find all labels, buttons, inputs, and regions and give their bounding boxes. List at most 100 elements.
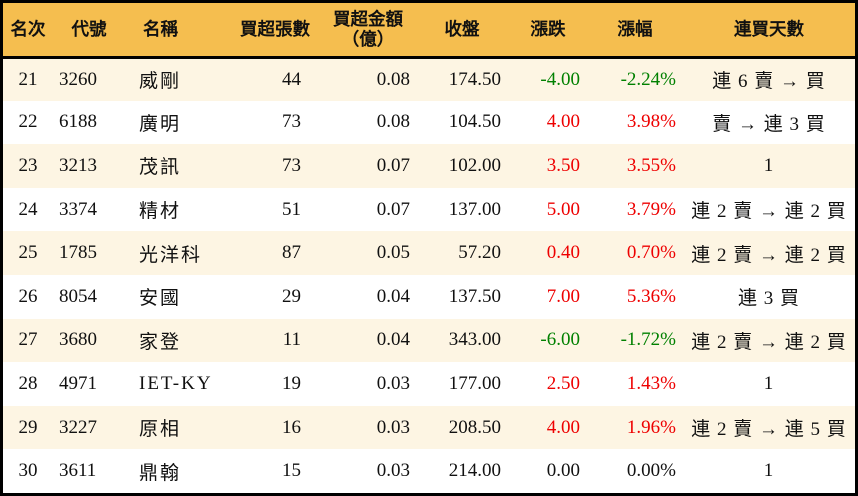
table-row: 26 8054 安國 29 0.04 137.50 7.00 5.36% 連 3 買 (3, 274, 855, 319)
cell-amount: 0.04 (376, 285, 410, 307)
cell-code: 3213 (59, 154, 97, 176)
cell-amount: 0.03 (376, 416, 410, 438)
cell-streak: 1 (763, 460, 775, 482)
cell-close: 208.50 (448, 416, 501, 438)
cell-amount: 0.07 (376, 198, 410, 220)
cell-name: 安國 (139, 288, 182, 310)
cell-change_pct: 3.55% (626, 154, 676, 176)
cell-rank: 22 (18, 111, 38, 133)
cell-change: -6.00 (540, 329, 580, 351)
stock-table: 名次 代號 名稱 買超張數 買超金額 （億） 收盤 漲跌 漲幅 連買天數 21 3260 威剛 44 0… (3, 3, 855, 493)
cell-code: 3374 (59, 198, 97, 220)
cell-change: -4.00 (540, 68, 580, 90)
cell-change: 7.00 (546, 285, 580, 307)
cell-name: 茂訊 (139, 157, 182, 179)
cell-code: 4971 (59, 372, 97, 394)
table-row: 29 3227 原相 16 0.03 208.50 4.00 1.96% 連 2 賣 → 連 5… (3, 405, 855, 450)
cell-shares: 15 (282, 460, 301, 482)
cell-streak: 連 2 賣 → 連 2 買 (691, 331, 847, 353)
cell-change: 0.00 (546, 460, 580, 482)
table-row: 23 3213 茂訊 73 0.07 102.00 3.50 3.55% 1 (3, 144, 855, 188)
column-header-streak: 連買天數 (683, 3, 855, 59)
cell-change_pct: 0.00% (626, 460, 676, 482)
column-header-name: 名稱 (125, 3, 229, 59)
cell-name: 光洋科 (139, 244, 203, 266)
cell-close: 174.50 (448, 68, 501, 90)
table-body: 21 3260 威剛 44 0.08 174.50 -4.00 -2.24% 連 6 賣 → 買… (3, 57, 855, 493)
cell-shares: 51 (282, 198, 301, 220)
cell-close: 102.00 (448, 154, 501, 176)
cell-code: 3260 (59, 68, 97, 90)
cell-change_pct: 3.98% (626, 111, 676, 133)
cell-close: 57.20 (458, 242, 501, 264)
cell-code: 3680 (59, 329, 97, 351)
table-row: 27 3680 家登 11 0.04 343.00 -6.00 -1.72% 連 2 賣 → 連… (3, 318, 855, 363)
cell-shares: 73 (282, 154, 301, 176)
cell-change_pct: 3.79% (626, 198, 676, 220)
column-header-change_pct: 漲幅 (587, 3, 683, 59)
column-header-code: 代號 (53, 3, 125, 59)
cell-streak: 連 2 賣 → 連 5 買 (691, 419, 847, 441)
cell-shares: 16 (282, 416, 301, 438)
cell-close: 343.00 (448, 329, 501, 351)
cell-shares: 29 (282, 285, 301, 307)
cell-shares: 87 (282, 242, 301, 264)
cell-code: 3227 (59, 416, 97, 438)
cell-rank: 24 (18, 198, 38, 220)
cell-name: 原相 (139, 419, 182, 441)
table-row: 21 3260 威剛 44 0.08 174.50 -4.00 -2.24% 連 6 賣 → 買 (3, 57, 855, 101)
cell-code: 6188 (59, 111, 97, 133)
cell-change_pct: 1.96% (626, 416, 676, 438)
table-row: 30 3611 鼎翰 15 0.03 214.00 0.00 0.00% 1 (3, 449, 855, 493)
cell-shares: 19 (282, 372, 301, 394)
table-row: 28 4971 IET-KY 19 0.03 177.00 2.50 1.43% 1 (3, 362, 855, 406)
table-header: 名次 代號 名稱 買超張數 買超金額 （億） 收盤 漲跌 漲幅 連買天數 (3, 3, 855, 59)
cell-change_pct: 1.43% (626, 372, 676, 394)
header-row: 名次 代號 名稱 買超張數 買超金額 （億） 收盤 漲跌 漲幅 連買天數 (3, 3, 855, 59)
cell-code: 1785 (59, 242, 97, 264)
table-row: 22 6188 廣明 73 0.08 104.50 4.00 3.98% 賣 → 連 3 買 (3, 100, 855, 145)
cell-rank: 28 (18, 372, 38, 394)
cell-close: 137.00 (448, 198, 501, 220)
cell-change_pct: 5.36% (626, 285, 676, 307)
cell-amount: 0.03 (376, 372, 410, 394)
cell-name: 精材 (139, 201, 182, 223)
cell-close: 104.50 (448, 111, 501, 133)
column-header-amount: 買超金額 （億） (321, 3, 415, 59)
cell-streak: 連 2 賣 → 連 2 買 (691, 201, 847, 223)
cell-change: 4.00 (546, 416, 580, 438)
cell-name: IET-KY (139, 372, 213, 394)
column-header-shares: 買超張數 (229, 3, 321, 59)
cell-change_pct: -2.24% (620, 68, 676, 90)
cell-rank: 29 (18, 416, 38, 438)
table-row: 24 3374 精材 51 0.07 137.00 5.00 3.79% 連 2 賣 → 連 2… (3, 187, 855, 232)
cell-code: 3611 (59, 460, 97, 482)
cell-rank: 26 (18, 285, 38, 307)
cell-rank: 25 (18, 242, 38, 264)
cell-change_pct: 0.70% (626, 242, 676, 264)
cell-change: 4.00 (546, 111, 580, 133)
cell-rank: 21 (18, 68, 38, 90)
cell-change: 5.00 (546, 198, 580, 220)
cell-streak: 賣 → 連 3 買 (712, 113, 826, 135)
cell-code: 8054 (59, 285, 97, 307)
cell-shares: 44 (282, 68, 301, 90)
cell-change: 0.40 (546, 242, 580, 264)
cell-streak: 1 (763, 154, 775, 176)
cell-close: 214.00 (448, 460, 501, 482)
cell-change_pct: -1.72% (620, 329, 676, 351)
cell-amount: 0.05 (376, 242, 410, 264)
cell-streak: 連 3 買 (737, 288, 800, 310)
cell-amount: 0.07 (376, 154, 410, 176)
cell-shares: 73 (282, 111, 301, 133)
cell-change: 2.50 (546, 372, 580, 394)
cell-rank: 30 (18, 460, 38, 482)
cell-amount: 0.08 (376, 68, 410, 90)
cell-close: 137.50 (448, 285, 501, 307)
cell-rank: 23 (18, 154, 38, 176)
table-row: 25 1785 光洋科 87 0.05 57.20 0.40 0.70% 連 2 賣 → 連 2… (3, 231, 855, 275)
cell-streak: 連 6 賣 → 買 (712, 71, 826, 93)
cell-name: 家登 (139, 331, 182, 353)
cell-name: 威剛 (139, 71, 182, 93)
cell-amount: 0.08 (376, 111, 410, 133)
